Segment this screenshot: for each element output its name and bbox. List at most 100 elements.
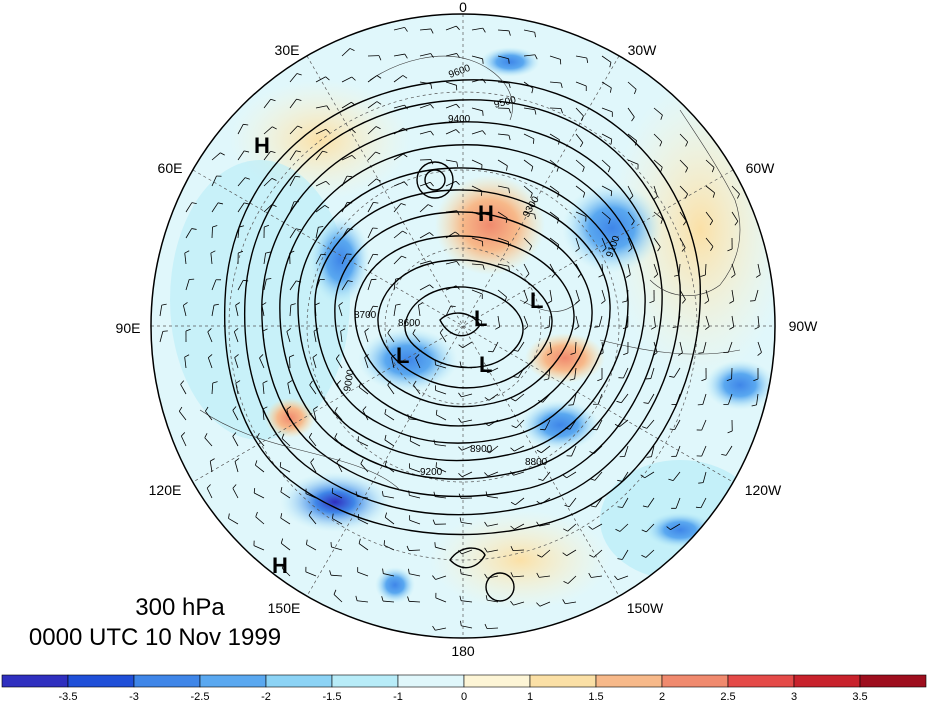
- wind-barb: [335, 358, 343, 369]
- wind-barb: [461, 521, 473, 525]
- wind-barb: [621, 471, 629, 482]
- wind-barb: [182, 305, 187, 317]
- wind-barb-flag: [347, 280, 353, 282]
- wind-barb: [409, 494, 421, 499]
- wind-barb: [412, 333, 421, 343]
- wind-barb: [259, 357, 265, 369]
- wind-barb: [357, 518, 369, 525]
- wind-barb: [313, 409, 317, 421]
- wind-barb-flag: [262, 380, 268, 384]
- wind-barb: [567, 523, 577, 532]
- wind-barb-flag: [560, 82, 563, 88]
- wind-barb-flag: [270, 150, 276, 154]
- wind-barb-flag: [376, 75, 382, 79]
- wind-barb-flag: [574, 326, 579, 330]
- wind-barb: [591, 575, 603, 578]
- wind-barb-flag: [455, 25, 460, 31]
- wind-barb: [357, 440, 369, 447]
- high-center: H: [254, 133, 270, 158]
- wind-barb-flag: [403, 127, 408, 132]
- wind-barb: [211, 226, 213, 239]
- wind-barb-flag: [255, 460, 258, 466]
- wind-barb: [185, 228, 192, 239]
- wind-barb-flag: [208, 354, 213, 358]
- wind-barb-flag: [538, 478, 544, 481]
- wind-barb-flag: [669, 375, 675, 378]
- wind-barb: [237, 280, 244, 291]
- wind-barb: [497, 29, 510, 32]
- wind-barb-flag: [181, 432, 186, 437]
- wind-barb-flag: [610, 191, 613, 197]
- wind-barb-flag: [556, 244, 560, 250]
- wind-barb-flag: [504, 296, 507, 302]
- wind-barb-flag: [403, 181, 408, 186]
- wind-barb: [571, 445, 577, 457]
- wind-barb-flag: [376, 178, 381, 182]
- wind-barb-flag: [191, 228, 197, 230]
- wind-barb-flag: [279, 461, 282, 468]
- colorbar-box: [661, 674, 729, 688]
- wind-barb-flag: [575, 300, 580, 304]
- wind-barb-flag: [652, 352, 658, 356]
- wind-barb: [489, 445, 499, 454]
- wind-barb-flag: [458, 446, 463, 451]
- wind-barb-flag: [484, 472, 489, 477]
- wind-barb: [601, 185, 612, 192]
- colorbar-box: [265, 674, 333, 688]
- wind-barb: [757, 315, 760, 327]
- wind-barb-flag: [310, 458, 315, 463]
- wind-barb: [315, 105, 327, 109]
- wind-barb: [523, 289, 528, 301]
- wind-barb: [679, 341, 683, 353]
- wind-barb: [702, 471, 707, 483]
- contour-label: 8800: [525, 457, 548, 468]
- wind-barb: [207, 357, 213, 369]
- wind-barb: [754, 289, 759, 301]
- wind-barb-flag: [563, 581, 569, 584]
- wind-barb-flag: [376, 101, 382, 105]
- wind-barb: [384, 517, 395, 525]
- wind-barb: [287, 383, 291, 395]
- wind-barb: [461, 549, 473, 555]
- wind-barb-flag: [482, 130, 486, 135]
- wind-barb: [207, 331, 213, 343]
- wind-barb-flag: [701, 378, 707, 382]
- wind-barb-flag: [336, 380, 342, 385]
- wind-barb: [262, 331, 265, 343]
- wind-barb-flag: [287, 380, 293, 384]
- wind-barb: [413, 384, 421, 395]
- low-center: L: [396, 343, 409, 368]
- wind-barb: [624, 445, 629, 457]
- wind-barb: [619, 523, 629, 532]
- wind-barb-flag: [430, 260, 434, 266]
- wind-barb-flag: [234, 354, 239, 358]
- wind-barb: [435, 496, 447, 499]
- wind-barb-flag: [536, 449, 542, 454]
- wind-barb-flag: [408, 490, 410, 496]
- wind-barb-flag: [726, 378, 732, 381]
- wind-barb: [731, 263, 736, 275]
- wind-barb-flag: [238, 250, 244, 254]
- wind-barb: [593, 549, 603, 558]
- wind-barb-flag: [266, 278, 272, 280]
- wind-barb: [471, 315, 482, 322]
- wind-barb: [234, 357, 239, 369]
- wind-barb-flag: [413, 380, 417, 386]
- wind-barb-flag: [588, 525, 593, 530]
- wind-barb-flag: [349, 48, 355, 51]
- label-150e: 150E: [268, 600, 301, 616]
- wind-barb: [627, 159, 639, 165]
- wind-barb: [334, 411, 343, 421]
- wind-barb-flag: [455, 180, 460, 185]
- wind-barb-flag: [429, 232, 434, 236]
- wind-barb-flag: [333, 589, 337, 595]
- wind-barb-flag: [430, 104, 434, 109]
- wind-barb-flag: [347, 228, 353, 230]
- wind-barb: [435, 466, 447, 473]
- wind-barb: [445, 305, 452, 317]
- wind-barb-flag: [510, 471, 514, 476]
- wind-barb-flag: [183, 302, 188, 306]
- wind-barb-flag: [456, 103, 460, 109]
- wind-barb-flag: [598, 274, 604, 278]
- wind-barb: [653, 133, 663, 143]
